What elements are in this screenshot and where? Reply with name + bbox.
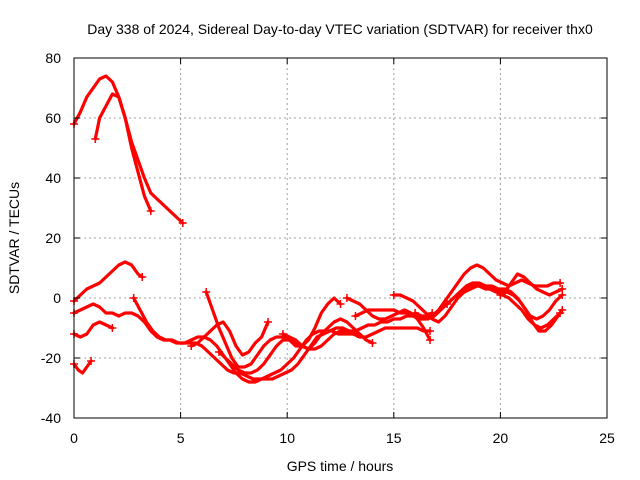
series-point-marker bbox=[138, 273, 147, 281]
series-arc-e bbox=[70, 320, 117, 339]
grid bbox=[74, 58, 607, 418]
series-line bbox=[353, 263, 562, 321]
series-line bbox=[72, 74, 185, 225]
series-point-marker bbox=[389, 291, 398, 299]
y-tick-label: 80 bbox=[45, 50, 61, 66]
series-line bbox=[413, 281, 564, 321]
series-line bbox=[498, 290, 564, 333]
series-point-marker bbox=[558, 306, 567, 314]
series-line bbox=[72, 320, 114, 339]
series-point-marker bbox=[558, 285, 567, 293]
series-point-marker bbox=[496, 291, 505, 299]
series-point-marker bbox=[342, 294, 351, 302]
series-line bbox=[217, 326, 432, 375]
x-axis-label: GPS time / hours bbox=[287, 458, 394, 474]
series-point-marker bbox=[108, 324, 117, 332]
y-tick-label: -20 bbox=[41, 350, 61, 366]
series-point-marker bbox=[411, 309, 420, 317]
series-point-marker bbox=[146, 207, 155, 215]
series-arc-n bbox=[389, 284, 565, 330]
series-point-marker bbox=[426, 336, 435, 344]
series-point-marker bbox=[368, 339, 377, 347]
y-tick-label: 60 bbox=[45, 110, 61, 126]
series-point-marker bbox=[178, 219, 187, 227]
chart-title: Day 338 of 2024, Sidereal Day-to-day VTE… bbox=[87, 21, 593, 37]
series-point-marker bbox=[202, 288, 211, 296]
y-axis-label: SDTVAR / TECUs bbox=[6, 182, 22, 294]
x-axis-ticks: 0 5 10 15 20 25 bbox=[70, 58, 615, 446]
series-line bbox=[204, 290, 343, 369]
series-arc-i bbox=[187, 318, 273, 357]
series-point-marker bbox=[278, 330, 287, 338]
series-point-marker bbox=[91, 135, 100, 143]
x-tick-label: 20 bbox=[493, 430, 509, 446]
series-arc-b bbox=[91, 92, 155, 215]
y-tick-label: 20 bbox=[45, 230, 61, 246]
x-tick-label: 5 bbox=[177, 430, 185, 446]
x-tick-label: 0 bbox=[70, 430, 78, 446]
series-point-marker bbox=[556, 279, 565, 287]
series-arc-j bbox=[214, 326, 435, 375]
series-point-marker bbox=[336, 300, 345, 308]
series-arc-k bbox=[278, 317, 377, 351]
series-arc-a bbox=[70, 74, 187, 227]
y-tick-label: 0 bbox=[53, 290, 61, 306]
series-line bbox=[93, 92, 153, 213]
y-tick-label: 40 bbox=[45, 170, 61, 186]
series-point-marker bbox=[351, 312, 360, 320]
x-tick-label: 25 bbox=[599, 430, 615, 446]
series-line bbox=[72, 359, 93, 375]
series-line bbox=[72, 260, 144, 303]
x-tick-label: 10 bbox=[279, 430, 295, 446]
series-line bbox=[132, 296, 360, 384]
series-arc-f bbox=[70, 302, 437, 381]
series-group bbox=[70, 74, 567, 384]
series-point-marker bbox=[264, 318, 273, 326]
series-line bbox=[189, 320, 270, 357]
series-arc-m bbox=[351, 263, 565, 321]
series-arc-q bbox=[496, 290, 567, 333]
series-line bbox=[281, 317, 375, 351]
series-line bbox=[72, 302, 434, 381]
x-tick-label: 15 bbox=[386, 430, 402, 446]
series-point-marker bbox=[426, 327, 435, 335]
series-arc-h bbox=[202, 288, 345, 369]
series-point-marker bbox=[87, 357, 96, 365]
y-tick-label: -40 bbox=[41, 410, 61, 426]
y-axis-ticks: -40 -20 0 20 40 60 80 bbox=[41, 50, 607, 426]
series-point-marker bbox=[129, 294, 138, 302]
series-point-marker bbox=[443, 300, 452, 308]
series-point-marker bbox=[187, 342, 196, 350]
series-point-marker bbox=[214, 348, 223, 356]
